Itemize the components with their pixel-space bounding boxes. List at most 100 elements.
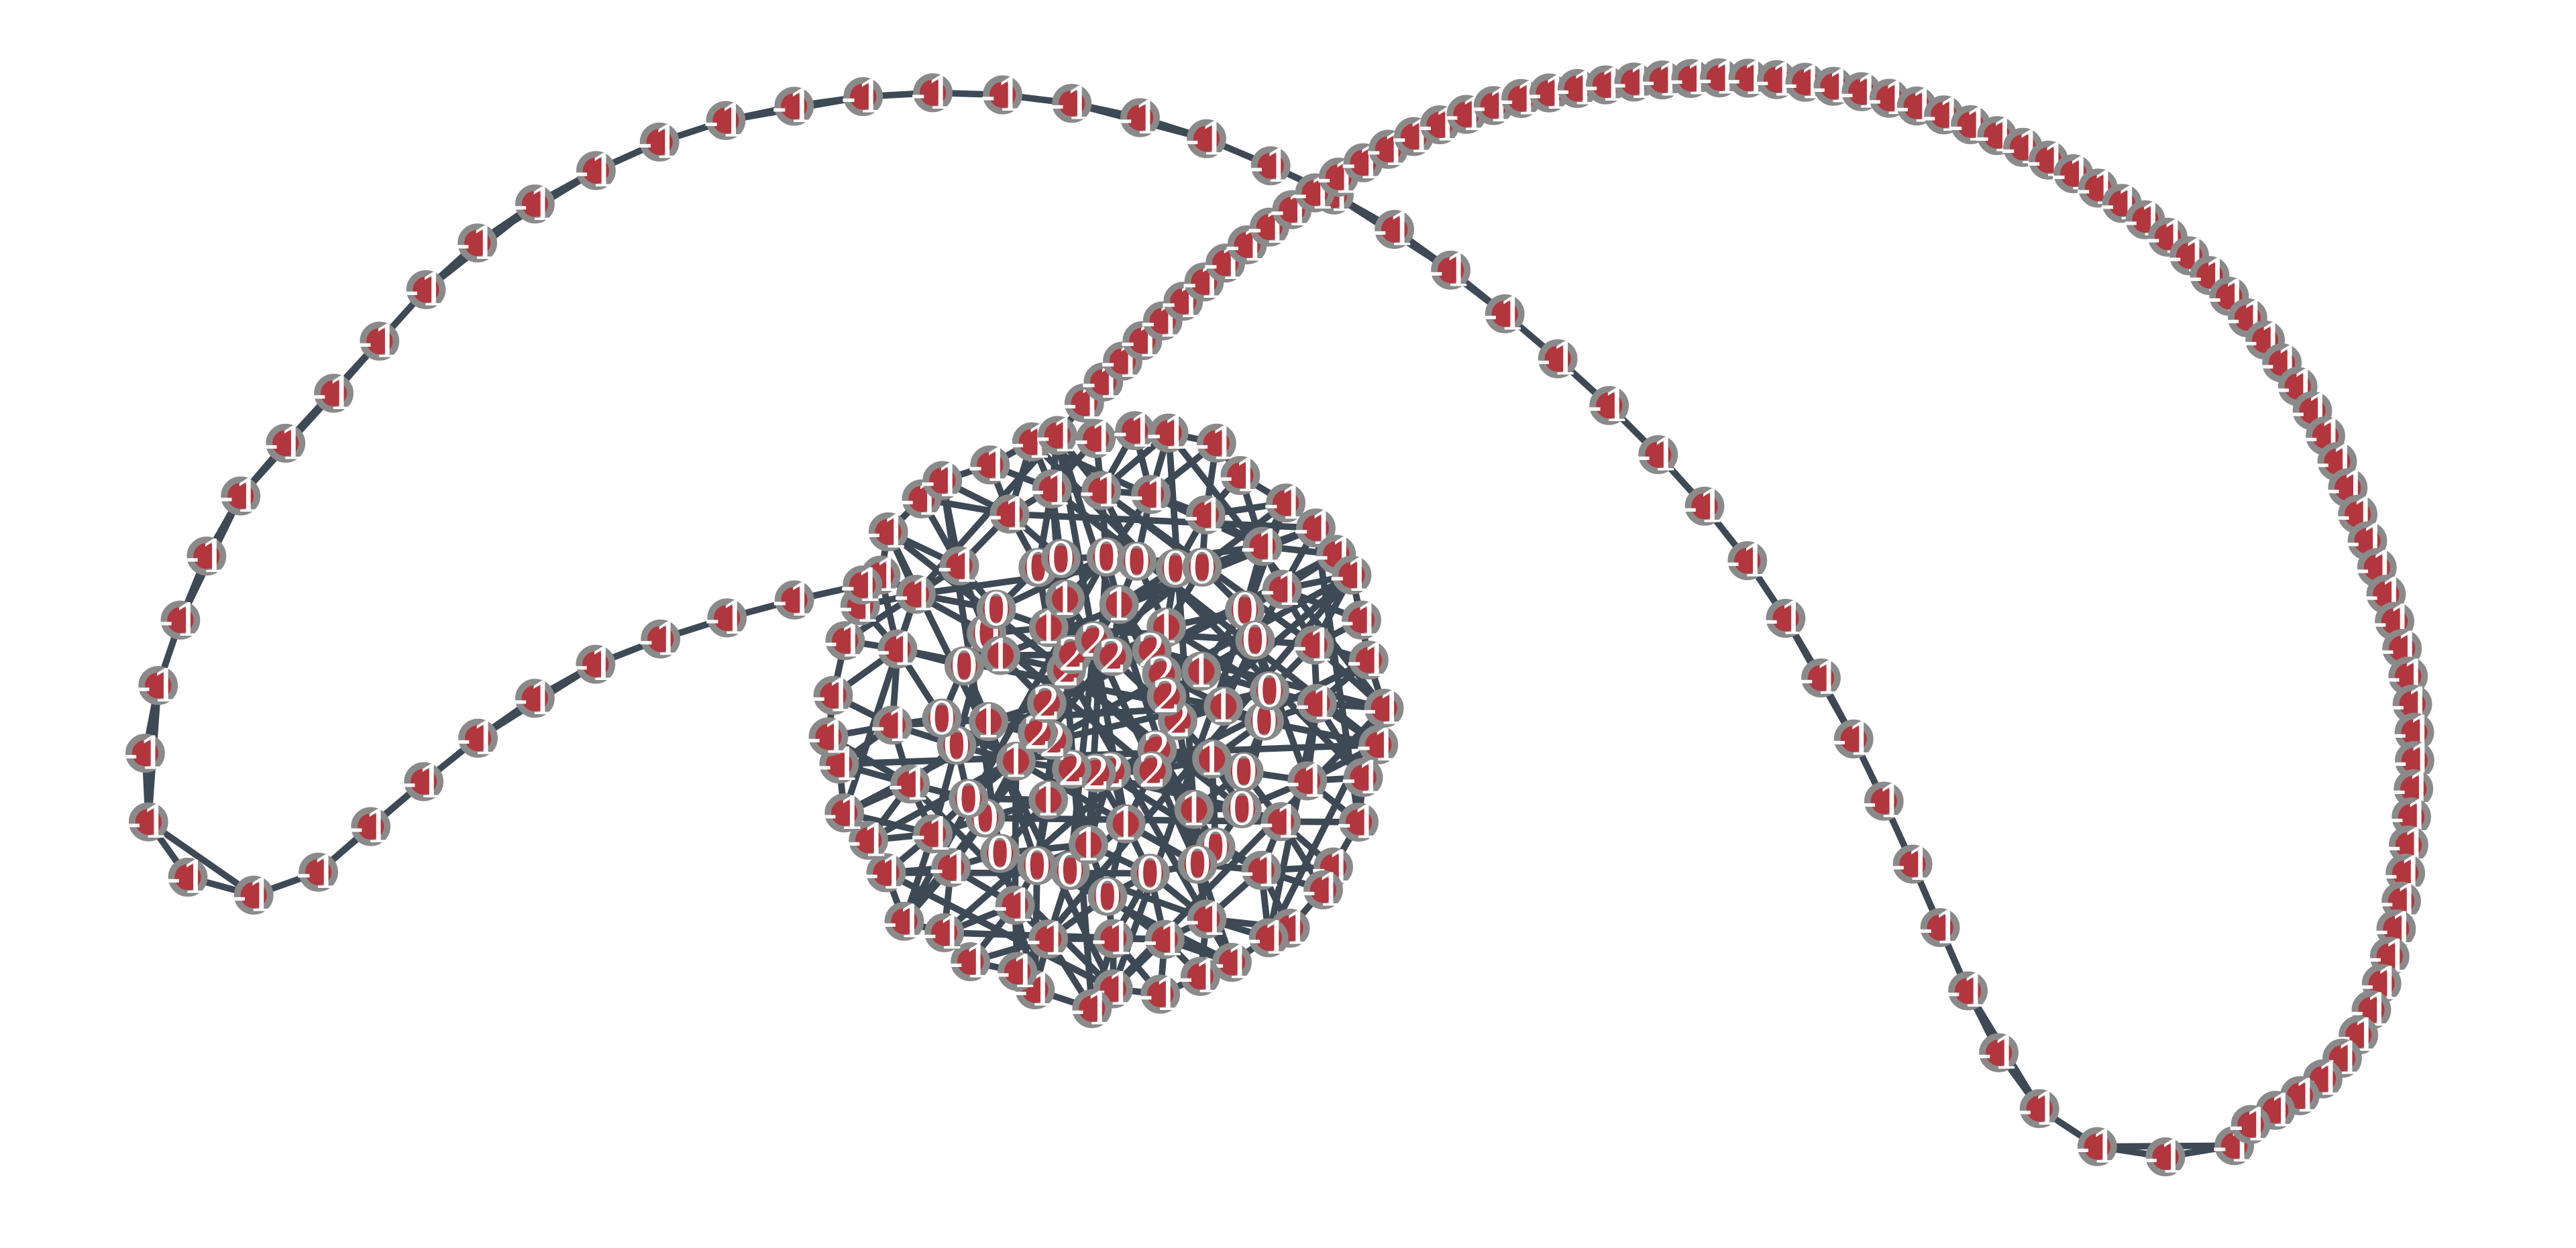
node-label: -1 — [1035, 410, 1080, 463]
node-label: 0 — [954, 773, 983, 826]
node-circle — [1766, 599, 1806, 638]
graph-node: -1 — [404, 264, 449, 317]
node-label: 1 — [1187, 646, 1216, 699]
graph-node: 2 — [1146, 671, 1187, 724]
node-label: 0 — [927, 693, 957, 746]
node-circle — [1538, 339, 1578, 379]
graph-node: -1 — [574, 145, 619, 198]
graph-edge — [913, 433, 1061, 597]
graph-node: -1 — [513, 178, 557, 231]
graph-node: -1 — [806, 712, 851, 764]
node-label: -1 — [1142, 914, 1187, 967]
graph-node: 0 — [1225, 585, 1265, 637]
node-label: -1 — [993, 880, 1038, 933]
node-label: -1 — [2017, 1083, 2062, 1136]
graph-node: 0 — [1086, 531, 1126, 584]
node-label: -1 — [1336, 797, 1381, 850]
node-circle — [515, 184, 555, 224]
node-label: 0 — [1255, 665, 1285, 718]
node-label: -1 — [401, 756, 446, 809]
node-circle — [868, 512, 908, 552]
node-label: -1 — [1049, 78, 1094, 131]
node-circle — [1303, 870, 1343, 909]
node-label: -1 — [2075, 1121, 2120, 1174]
graph-node: -1 — [1682, 481, 1727, 534]
node-label: 1 — [1104, 579, 1134, 632]
graph-node: 0 — [1182, 542, 1222, 594]
node-circle — [1864, 781, 1904, 821]
node-circle — [896, 575, 936, 614]
node-circle — [1181, 651, 1222, 691]
graph-node: -1 — [910, 67, 955, 120]
node-label: -1 — [1239, 845, 1284, 898]
node-circle — [996, 741, 1036, 781]
node-label: -1 — [922, 907, 967, 960]
graph-node: -1 — [987, 488, 1032, 541]
node-circle — [1187, 119, 1226, 158]
graph-node: -1 — [455, 217, 500, 270]
node-circle — [866, 853, 906, 893]
node-circle — [351, 807, 391, 846]
node-label: -1 — [1682, 481, 1727, 534]
node-circle — [1727, 541, 1768, 581]
graph-node: -1 — [348, 801, 393, 854]
node-label: -1 — [1285, 755, 1330, 808]
node-label: -1 — [1185, 893, 1230, 946]
node-circle — [1296, 508, 1336, 548]
node-label: 1 — [1051, 573, 1080, 626]
node-circle — [843, 565, 883, 605]
node-circle — [980, 834, 1020, 873]
node-label: -1 — [1260, 564, 1305, 617]
node-label: -1 — [920, 455, 965, 508]
node-circle — [1131, 475, 1171, 514]
graph-node: -1 — [1341, 752, 1386, 805]
graph-node: 2 — [1132, 745, 1173, 798]
graph-node: -1 — [1611, 56, 1656, 109]
node-circle — [1948, 971, 1988, 1011]
graph-node: -1 — [2229, 1099, 2273, 1152]
graph-node: -1 — [513, 673, 557, 726]
node-label: -1 — [1799, 653, 1843, 705]
node-label: -1 — [348, 801, 393, 854]
node-circle — [1250, 671, 1289, 711]
node-circle — [299, 852, 338, 892]
node-label: -1 — [1030, 463, 1075, 516]
node-circle — [1140, 974, 1181, 1014]
graph-node: -1 — [822, 787, 867, 840]
node-label: -1 — [894, 569, 938, 622]
node-label: -1 — [1976, 1027, 2021, 1080]
node-label: -1 — [573, 639, 618, 692]
node-label: -1 — [1218, 450, 1263, 503]
node-label: -1 — [772, 575, 817, 628]
node-circle — [1041, 538, 1081, 579]
graph-node: 2 — [1052, 744, 1092, 796]
node-circle — [128, 802, 168, 842]
node-label: -1 — [1184, 113, 1229, 166]
node-label: 1 — [1209, 681, 1238, 734]
node-label: -1 — [841, 71, 885, 124]
node-label: -1 — [1246, 912, 1291, 965]
node-label: -1 — [296, 846, 341, 899]
node-label: -1 — [1725, 535, 1770, 588]
graph-node: 0 — [1130, 848, 1170, 901]
graph-node: 0 — [1195, 821, 1236, 874]
node-label: 1 — [974, 696, 1004, 749]
node-label: -1 — [822, 787, 867, 840]
node-label: -1 — [967, 439, 1012, 492]
node-label: -1 — [263, 418, 308, 471]
node-circle — [1076, 418, 1116, 459]
graph-node: -1 — [1890, 838, 1935, 891]
node-label: -1 — [1330, 549, 1375, 602]
node-circle — [877, 629, 918, 669]
graph-node: -1 — [1185, 893, 1230, 946]
node-label: -1 — [704, 592, 749, 645]
node-circle — [1342, 600, 1381, 640]
node-label: -1 — [870, 699, 915, 752]
node-circle — [983, 75, 1022, 115]
node-label: -1 — [455, 217, 500, 270]
node-circle — [1235, 620, 1275, 660]
graph-node: -1 — [311, 367, 356, 420]
graph-node: -1 — [1239, 845, 1284, 898]
node-circle — [576, 644, 616, 684]
node-circle — [998, 952, 1038, 991]
